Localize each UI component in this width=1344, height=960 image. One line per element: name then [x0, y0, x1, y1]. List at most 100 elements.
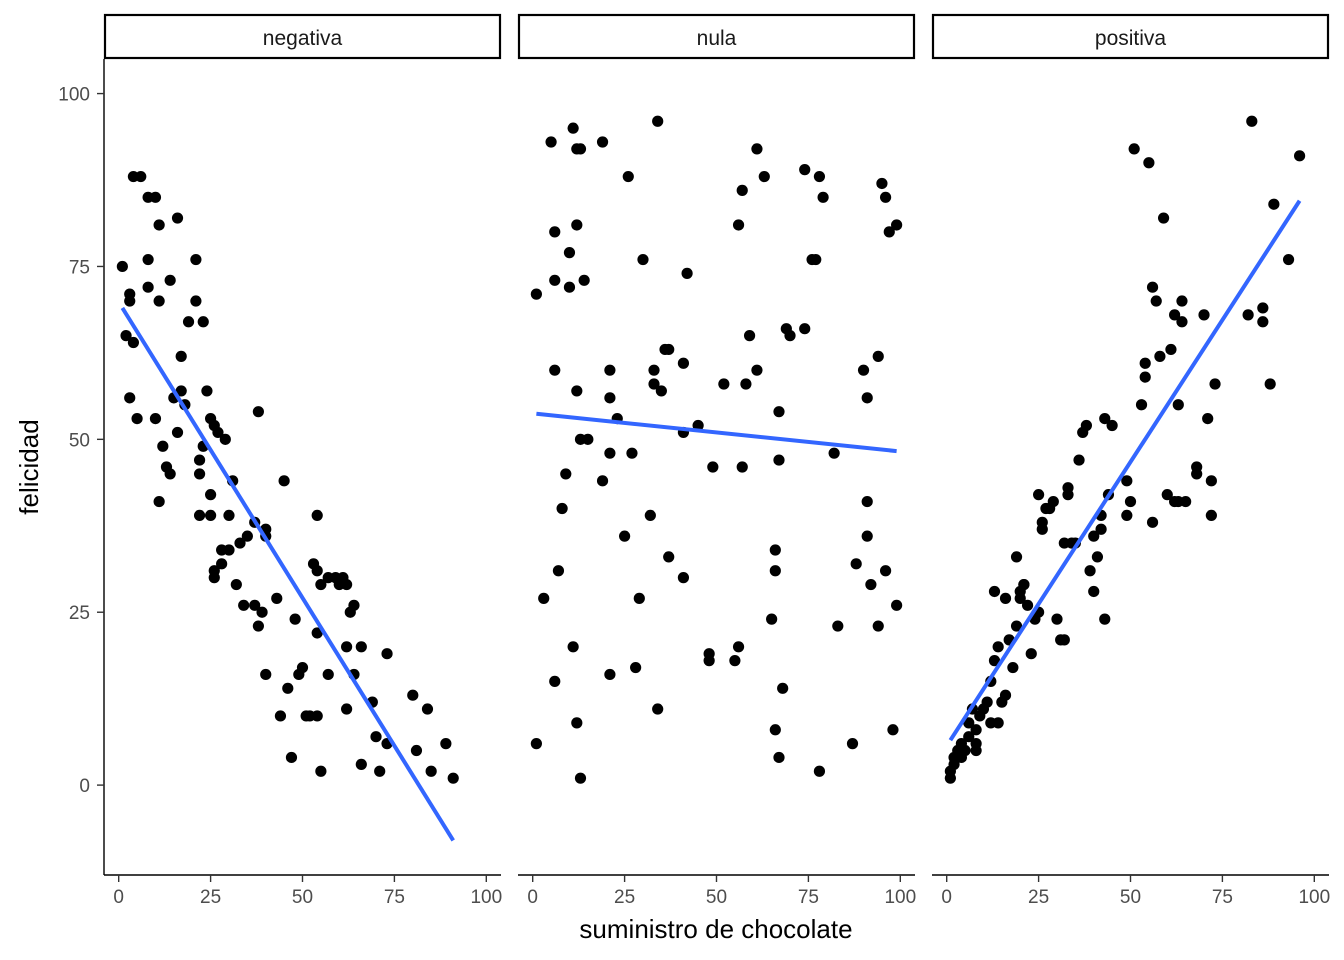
data-point [707, 461, 719, 473]
facet-strip-label: negativa [263, 27, 343, 50]
data-point [1257, 302, 1269, 314]
facet-strip [931, 13, 1330, 60]
data-point [850, 558, 862, 570]
data-point [208, 565, 220, 577]
data-point [538, 592, 550, 604]
data-point [278, 475, 290, 487]
data-point [648, 378, 660, 390]
data-point [1088, 530, 1100, 542]
data-point [1242, 309, 1254, 321]
data-point [193, 509, 206, 522]
data-point [1202, 412, 1214, 425]
scatter-points [116, 170, 459, 784]
data-point [311, 627, 323, 639]
data-point [549, 274, 561, 286]
data-point [861, 530, 873, 542]
data-point [604, 392, 616, 404]
data-point [596, 136, 609, 148]
data-point [311, 509, 323, 522]
data-point [1010, 620, 1023, 632]
data-point [999, 592, 1012, 604]
data-point [574, 143, 587, 155]
data-point [153, 295, 165, 307]
x-tick-label: 0 [527, 887, 538, 908]
data-point [341, 578, 353, 591]
data-point [1146, 516, 1159, 528]
data-point [1010, 551, 1023, 563]
data-point [153, 495, 165, 508]
data-point [171, 212, 184, 224]
data-point [1161, 489, 1173, 501]
data-point [981, 696, 993, 708]
y-axis-title: felicidad [14, 419, 44, 514]
data-point [773, 406, 785, 418]
data-point [1099, 412, 1111, 425]
facet-panel-negativa: negativa 0 25 50 75 100 [103, 13, 502, 908]
facet-strip [103, 13, 502, 60]
data-point [252, 406, 264, 418]
data-point [799, 164, 811, 176]
data-point [212, 426, 224, 439]
data-point [381, 648, 393, 660]
data-point [552, 565, 565, 577]
facet-panel-nula: nula 0 25 50 75 100 [517, 13, 916, 908]
data-point [1139, 357, 1151, 369]
data-point [574, 772, 587, 784]
data-point [1080, 419, 1092, 432]
data-point [315, 578, 327, 591]
data-point [596, 475, 609, 487]
data-point [1047, 495, 1059, 508]
data-point [234, 537, 246, 549]
data-point [1165, 343, 1177, 356]
data-point [201, 385, 213, 397]
data-point [260, 668, 272, 681]
trend-line [120, 306, 455, 842]
data-point [142, 253, 154, 266]
data-point [157, 440, 169, 452]
data-point [846, 738, 859, 750]
data-point [1021, 599, 1034, 611]
data-point [341, 641, 353, 653]
data-point [447, 772, 459, 784]
data-point [241, 530, 253, 542]
data-point [1018, 578, 1030, 591]
trend-line [536, 411, 897, 454]
data-point [1246, 115, 1258, 127]
data-point [530, 288, 542, 300]
data-point [652, 115, 664, 127]
data-point [652, 703, 664, 715]
data-point [1135, 399, 1148, 411]
data-point [959, 744, 971, 757]
data-point [861, 495, 873, 508]
data-point [663, 551, 675, 563]
data-point [729, 655, 741, 667]
data-point [563, 281, 576, 293]
data-point [963, 717, 975, 729]
data-point [879, 191, 892, 203]
data-point [355, 758, 367, 770]
data-point [732, 219, 745, 231]
data-point [322, 668, 334, 681]
data-point [1007, 661, 1019, 674]
data-point [1180, 495, 1192, 508]
data-point [751, 143, 763, 155]
data-point [1073, 454, 1085, 466]
data-point [116, 260, 128, 273]
data-point [1106, 419, 1118, 432]
data-point [556, 502, 568, 515]
x-tick-label: 75 [384, 887, 405, 908]
data-point [777, 682, 789, 694]
data-point [813, 170, 826, 183]
data-point [1198, 309, 1210, 321]
x-tick-label: 50 [706, 887, 727, 908]
data-point [131, 412, 143, 425]
data-point [861, 392, 873, 404]
data-point [440, 738, 452, 750]
data-point [230, 578, 242, 591]
data-point [872, 620, 884, 632]
data-point [311, 565, 323, 577]
data-point [193, 468, 206, 480]
data-point [626, 447, 638, 459]
